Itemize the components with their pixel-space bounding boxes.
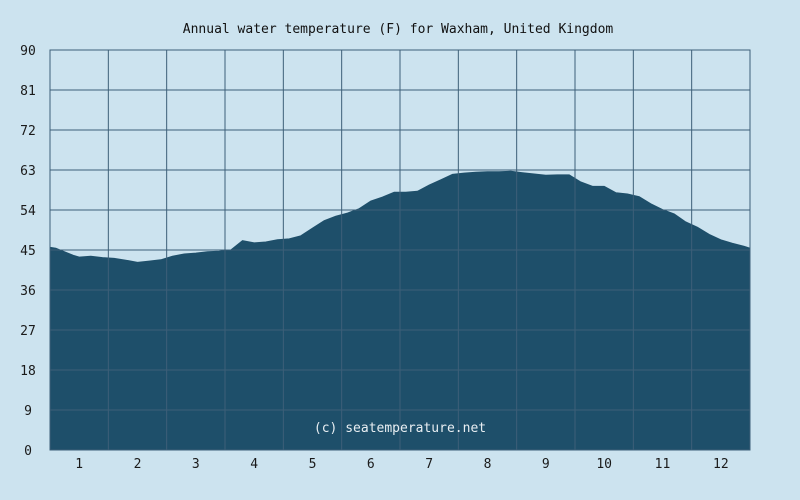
chart-title: Annual water temperature (F) for Waxham,…	[183, 22, 614, 37]
x-tick-label: 5	[309, 457, 317, 472]
y-tick-label: 27	[20, 324, 36, 339]
plot-frame	[49, 49, 751, 451]
x-tick-label: 8	[484, 457, 492, 472]
x-tick-label: 1	[75, 457, 83, 472]
y-tick-label: 72	[20, 124, 36, 139]
y-tick-label: 63	[20, 164, 36, 179]
x-tick-label: 11	[655, 457, 671, 472]
watermark-text: (c) seatemperature.net	[314, 421, 486, 436]
x-tick-label: 3	[192, 457, 200, 472]
y-tick-label: 18	[20, 364, 36, 379]
y-tick-label: 9	[24, 404, 32, 419]
y-tick-label: 36	[20, 284, 36, 299]
x-tick-label: 7	[425, 457, 433, 472]
y-tick-label: 90	[20, 44, 36, 59]
x-tick-label: 2	[134, 457, 142, 472]
y-tick-label: 45	[20, 244, 36, 259]
x-tick-label: 4	[250, 457, 258, 472]
x-tick-label: 6	[367, 457, 375, 472]
y-tick-label: 81	[20, 84, 36, 99]
y-tick-label: 0	[24, 444, 32, 459]
x-tick-label: 10	[596, 457, 612, 472]
y-tick-label: 54	[20, 204, 36, 219]
x-tick-label: 12	[713, 457, 729, 472]
x-tick-label: 9	[542, 457, 550, 472]
